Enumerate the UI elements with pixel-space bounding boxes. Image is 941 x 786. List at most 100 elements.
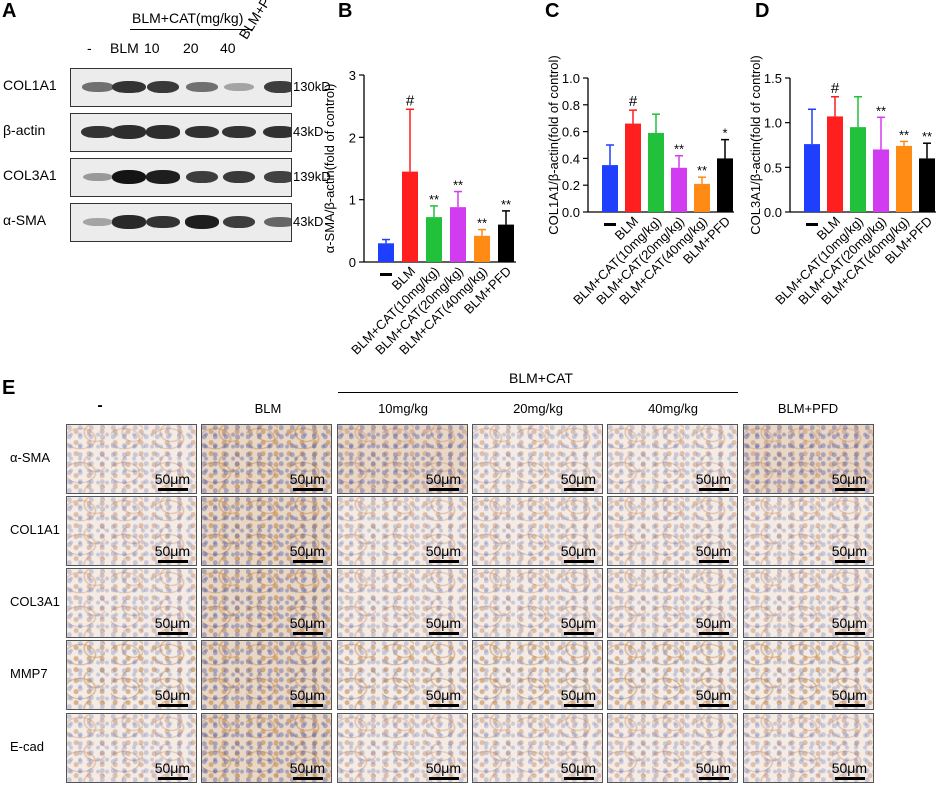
scale-bar-label: 50μm <box>695 760 731 776</box>
bar <box>602 165 618 212</box>
blot-band <box>185 170 219 184</box>
bar <box>850 127 866 212</box>
blot-protein-label: COL3A1 <box>3 167 57 183</box>
scale-bar-label: 50μm <box>425 543 461 559</box>
blot-strip <box>70 113 292 152</box>
significance-mark: ** <box>453 178 463 193</box>
scale-bar-label: 50μm <box>831 687 867 703</box>
scale-bar <box>158 704 188 707</box>
bar <box>919 158 935 212</box>
y-tick-label: 1 <box>349 193 356 208</box>
y-tick-label: 1.0 <box>764 116 782 131</box>
scale-bar <box>835 777 865 780</box>
scale-bar <box>158 560 188 563</box>
scale-bar-label: 50μm <box>560 615 596 631</box>
scale-bar <box>158 488 188 491</box>
bar <box>450 207 466 262</box>
blot-size-label: 43kD <box>293 124 324 139</box>
ihc-column-label: BLM <box>254 401 282 416</box>
blot-band <box>112 215 146 229</box>
bar <box>402 171 418 262</box>
ihc-image-tile: 50μm <box>743 568 874 638</box>
scale-bar-label: 50μm <box>289 543 325 559</box>
scale-bar <box>835 632 865 635</box>
lane-label: 10 <box>144 40 160 56</box>
scale-bar <box>429 488 459 491</box>
significance-mark: # <box>831 80 840 97</box>
scale-bar-label: 50μm <box>154 543 190 559</box>
scale-bar-label: 50μm <box>560 471 596 487</box>
significance-mark: ** <box>501 197 511 212</box>
blot-band <box>112 170 146 184</box>
significance-mark: ** <box>899 127 909 142</box>
ihc-image-tile: 50μm <box>66 424 197 494</box>
panel-a-group-header: BLM+CAT(mg/kg) <box>132 10 244 26</box>
scale-bar-label: 50μm <box>154 760 190 776</box>
lane-label: BLM <box>110 40 139 56</box>
ihc-image-tile: 50μm <box>607 713 738 783</box>
scale-bar-label: 50μm <box>695 687 731 703</box>
blot-protein-label: α-SMA <box>3 212 47 228</box>
scale-bar-label: 50μm <box>831 760 867 776</box>
panel-e-group-header: BLM+CAT <box>509 370 573 386</box>
scale-bar-label: 50μm <box>425 760 461 776</box>
scale-bar <box>429 560 459 563</box>
blot-protein-label: β-actin <box>3 122 46 138</box>
y-tick-label: 0.0 <box>764 205 782 220</box>
blot-strip <box>70 68 292 107</box>
y-axis-label: COL1A1/β-actin(fold of control) <box>546 55 561 234</box>
lane-label: - <box>87 40 92 56</box>
blot-band <box>263 170 291 184</box>
significance-mark: ** <box>674 142 684 157</box>
scale-bar <box>158 632 188 635</box>
scale-bar-label: 50μm <box>425 687 461 703</box>
ihc-row-label: MMP7 <box>10 666 48 681</box>
bar <box>426 217 442 262</box>
ihc-image-tile: 50μm <box>201 713 332 783</box>
ihc-image-tile: 50μm <box>607 496 738 566</box>
x-tick-label <box>604 223 616 226</box>
ihc-image-tile: 50μm <box>472 568 603 638</box>
scale-bar <box>835 560 865 563</box>
ihc-image-tile: 50μm <box>472 640 603 710</box>
blot-band <box>186 81 218 93</box>
scale-bar <box>293 704 323 707</box>
blot-band <box>222 125 256 139</box>
y-tick-label: 3 <box>349 68 356 83</box>
blot-band <box>185 125 219 139</box>
blot-band <box>112 125 146 139</box>
scale-bar <box>158 777 188 780</box>
scale-bar-label: 50μm <box>831 615 867 631</box>
scale-bar-label: 50μm <box>154 615 190 631</box>
ihc-column-label: 10mg/kg <box>378 401 428 416</box>
blot-protein-label: COL1A1 <box>3 77 57 93</box>
scale-bar-label: 50μm <box>154 471 190 487</box>
scale-bar-label: 50μm <box>695 471 731 487</box>
ihc-image-tile: 50μm <box>743 713 874 783</box>
scale-bar-label: 50μm <box>560 760 596 776</box>
ihc-image-tile: 50μm <box>472 424 603 494</box>
significance-mark: ** <box>477 216 487 231</box>
ihc-image-tile: 50μm <box>337 640 468 710</box>
significance-mark: ** <box>922 129 932 144</box>
ihc-image-tile: 50μm <box>201 640 332 710</box>
significance-mark: * <box>722 126 727 141</box>
bar <box>498 224 514 262</box>
scale-bar <box>564 632 594 635</box>
ihc-image-tile: 50μm <box>66 713 197 783</box>
y-tick-label: 0.8 <box>562 98 580 113</box>
y-tick-label: 0.2 <box>562 178 580 193</box>
scale-bar-label: 50μm <box>560 687 596 703</box>
scale-bar <box>699 488 729 491</box>
scale-bar <box>429 704 459 707</box>
ihc-image-tile: 50μm <box>201 568 332 638</box>
blot-band <box>112 80 146 94</box>
ihc-image-tile: 50μm <box>743 496 874 566</box>
blot-band <box>146 80 180 94</box>
scale-bar <box>699 777 729 780</box>
blot-band <box>222 170 256 184</box>
significance-mark: ** <box>429 192 439 207</box>
ihc-image-tile: 50μm <box>472 496 603 566</box>
blot-band <box>222 215 256 229</box>
ihc-image-tile: 50μm <box>607 640 738 710</box>
